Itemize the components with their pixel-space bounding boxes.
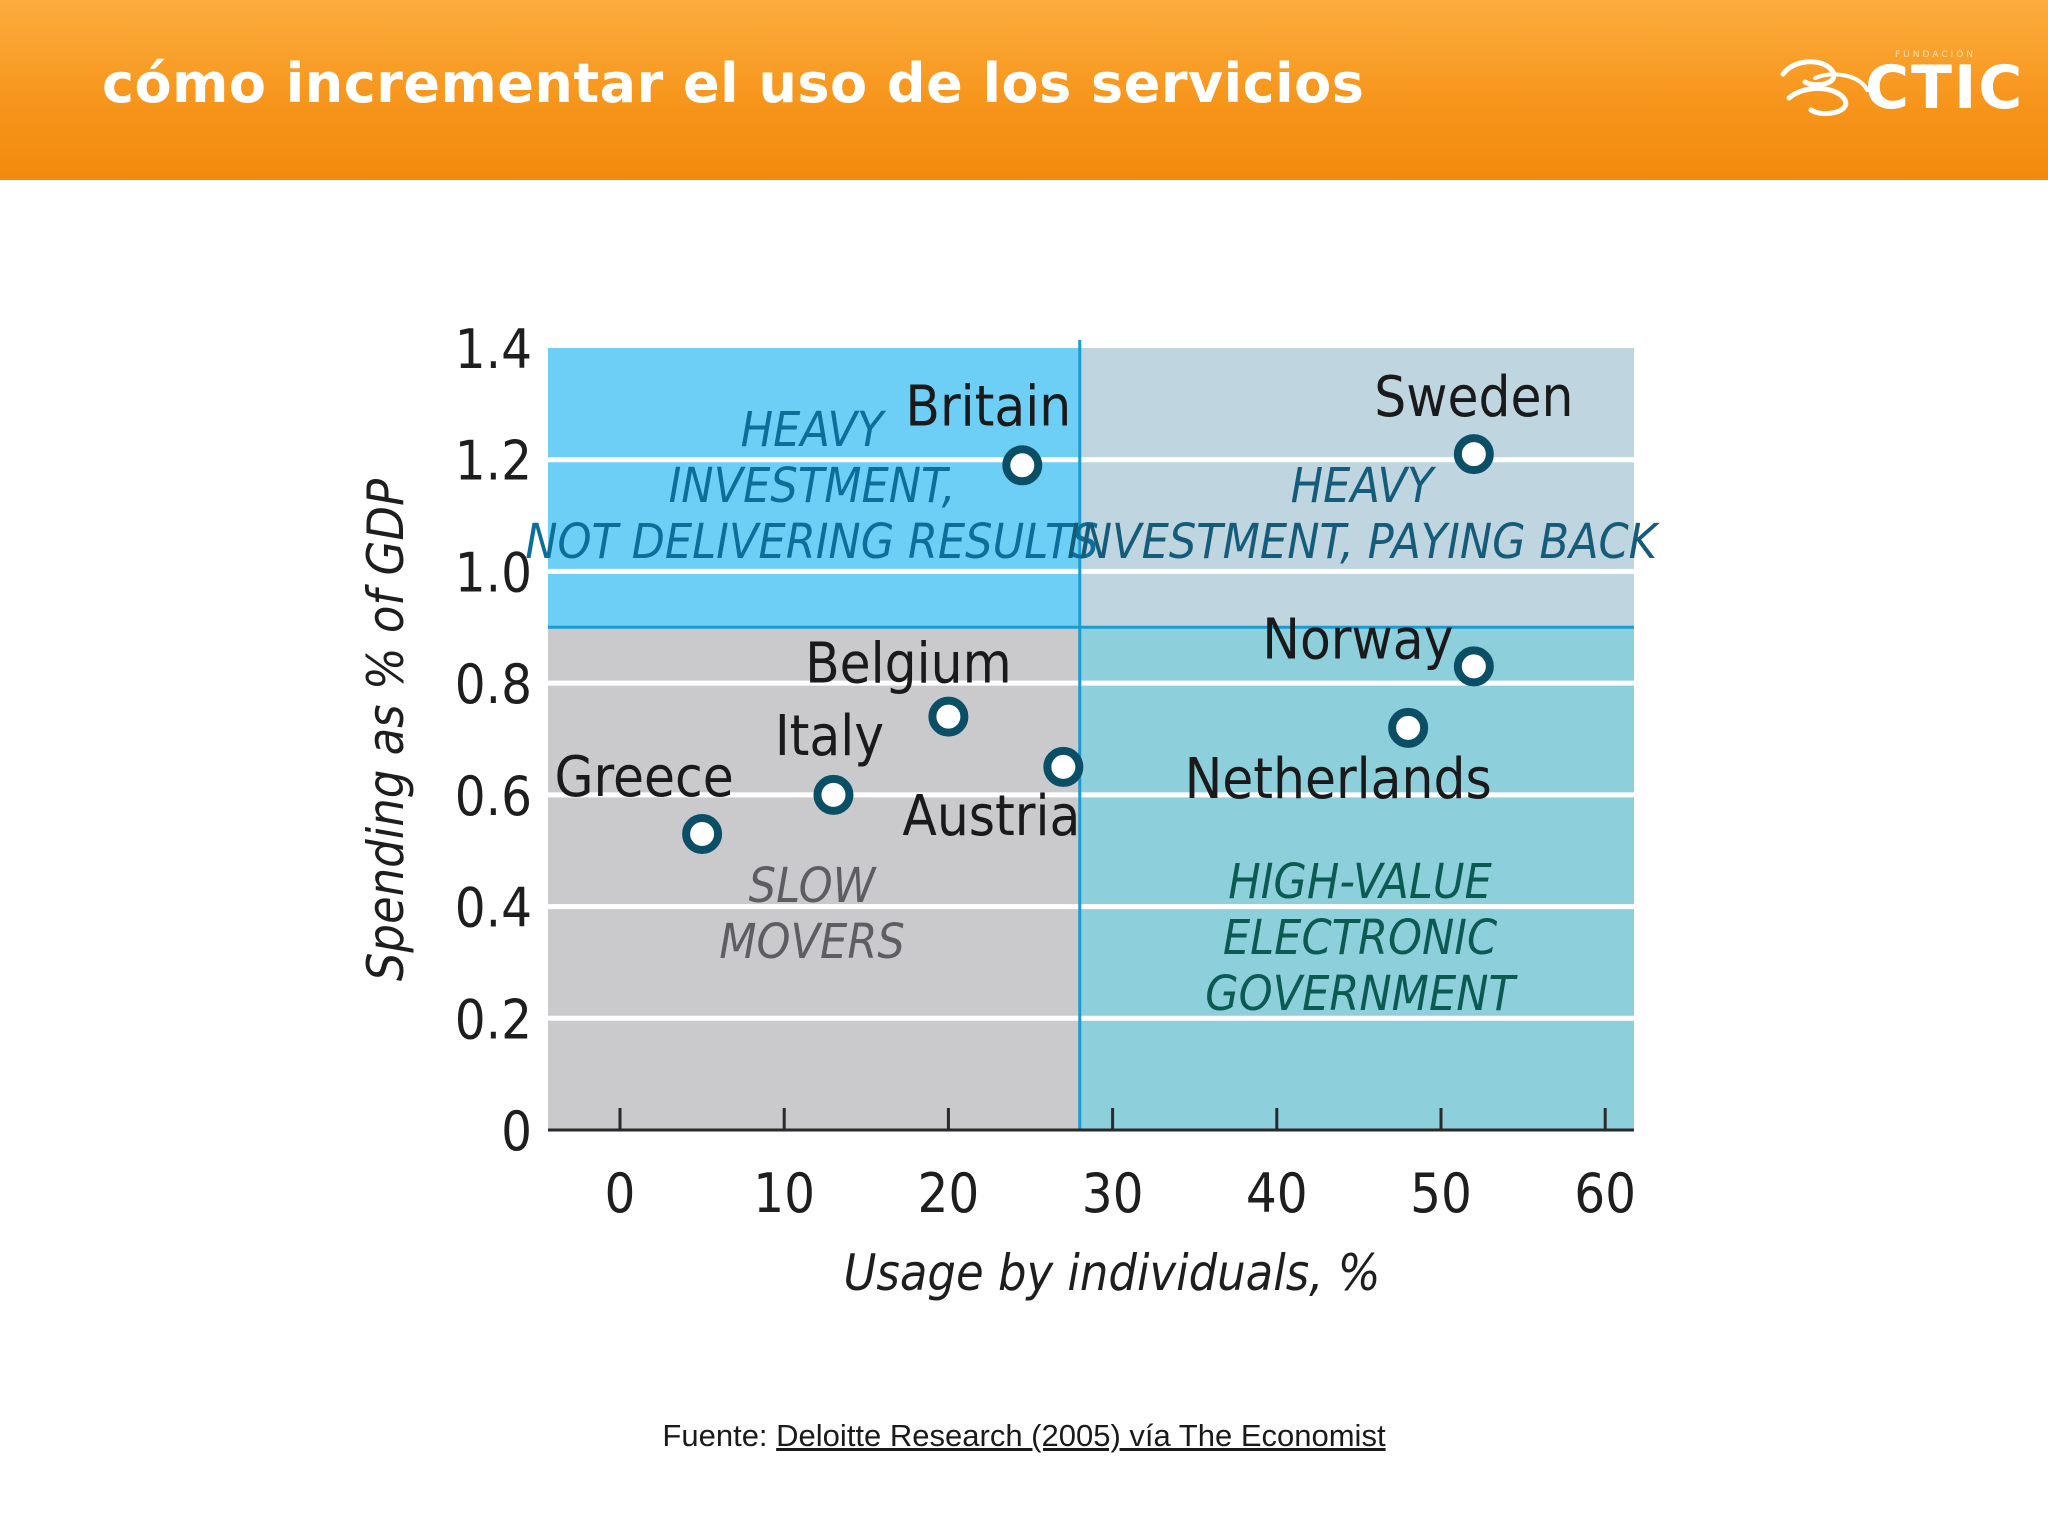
quadrant-backgrounds <box>548 348 1634 1130</box>
y-tick-label: 0.4 <box>455 877 532 940</box>
quadrant-top-right <box>1079 348 1634 628</box>
quadrant-top-left <box>548 348 1080 628</box>
gridlines <box>548 457 1634 1021</box>
x-axis-title: Usage by individuals, % <box>843 1244 1380 1302</box>
source-link[interactable]: Deloitte Research (2005) vía The Economi… <box>776 1418 1386 1453</box>
quadrant-bottom-right <box>1079 627 1634 1130</box>
quadrant-label-line: HEAVY <box>741 402 887 458</box>
y-tick-label: 0.6 <box>455 765 532 828</box>
quadrant-label-line: NOT DELIVERING RESULTS <box>525 514 1099 570</box>
y-axis-title: Spending as % of GDP <box>357 478 415 981</box>
logo-swirl-icon <box>1780 59 1869 117</box>
point-label-netherlands: Netherlands <box>1185 747 1492 812</box>
quadrant-label-line: GOVERNMENT <box>1205 966 1518 1022</box>
x-tick-label: 10 <box>753 1162 815 1225</box>
quadrant-label-line: HEAVY <box>1291 458 1437 514</box>
quadrant-label-line: HIGH-VALUE <box>1228 854 1492 910</box>
data-point-austria <box>1043 746 1084 787</box>
point-label-italy: Italy <box>775 704 884 769</box>
data-point-belgium <box>928 696 969 737</box>
data-point-britain <box>1002 445 1043 486</box>
y-tick-label: 0.2 <box>455 988 532 1051</box>
y-tick-label: 1.2 <box>455 430 532 493</box>
point-label-belgium: Belgium <box>805 632 1012 697</box>
quadrant-label-line: SLOW <box>749 858 878 914</box>
logo-subtext: FUNDACIÓN <box>1895 50 1977 60</box>
source-note: Fuente: Deloitte Research (2005) vía The… <box>0 1418 2048 1454</box>
data-point-italy <box>813 774 854 815</box>
data-point-sweden <box>1453 434 1494 475</box>
x-tick-label: 30 <box>1082 1162 1144 1225</box>
point-label-norway: Norway <box>1262 607 1453 672</box>
data-point-netherlands <box>1388 707 1429 748</box>
ctic-logo: FUNDACIÓN CTIC <box>1775 50 2022 130</box>
quadrant-label-line: MOVERS <box>719 914 904 970</box>
point-label-sweden: Sweden <box>1374 365 1573 430</box>
y-tick-label: 0 <box>501 1100 532 1163</box>
y-tick-label: 0.8 <box>455 653 532 716</box>
x-tick-label: 20 <box>917 1162 979 1225</box>
y-tick-label: 1.0 <box>455 541 532 604</box>
axes: 0 10 20 30 40 50 60 0 0.2 0.4 0.6 0.8 1.0 1.2 1.4 Usage… <box>357 318 1636 1302</box>
quadrant-label-line: INVESTMENT, PAYING BACK <box>1067 514 1661 570</box>
header-bar: cómo incrementar el uso de los servicios… <box>0 0 2048 180</box>
page-title: cómo incrementar el uso de los servicios <box>102 52 1365 115</box>
data-point-greece <box>682 813 723 854</box>
scatter-chart: 0 10 20 30 40 50 60 0 0.2 0.4 0.6 0.8 1.0 1.2 1.4 Usage… <box>357 318 1661 1302</box>
data-points <box>682 434 1494 854</box>
quadrant-label-line: INVESTMENT, <box>669 458 956 514</box>
x-tick-label: 60 <box>1574 1162 1636 1225</box>
point-label-greece: Greece <box>554 745 733 810</box>
x-tick-label: 40 <box>1246 1162 1308 1225</box>
source-prefix: Fuente: <box>662 1418 777 1453</box>
quadrant-bottom-left <box>548 627 1080 1130</box>
x-tick-label: 0 <box>605 1162 636 1225</box>
quadrant-dividers <box>548 340 1634 1130</box>
logo-text: CTIC <box>1865 53 2025 123</box>
data-point-norway <box>1453 646 1494 687</box>
point-label-britain: Britain <box>905 374 1071 439</box>
point-label-austria: Austria <box>902 784 1080 849</box>
x-tick-label: 50 <box>1410 1162 1472 1225</box>
point-labels: Greece Italy Belgium Austria Britain Sweden No… <box>554 365 1573 849</box>
quadrant-label-line: ELECTRONIC <box>1223 910 1498 966</box>
y-tick-label: 1.4 <box>455 318 532 381</box>
